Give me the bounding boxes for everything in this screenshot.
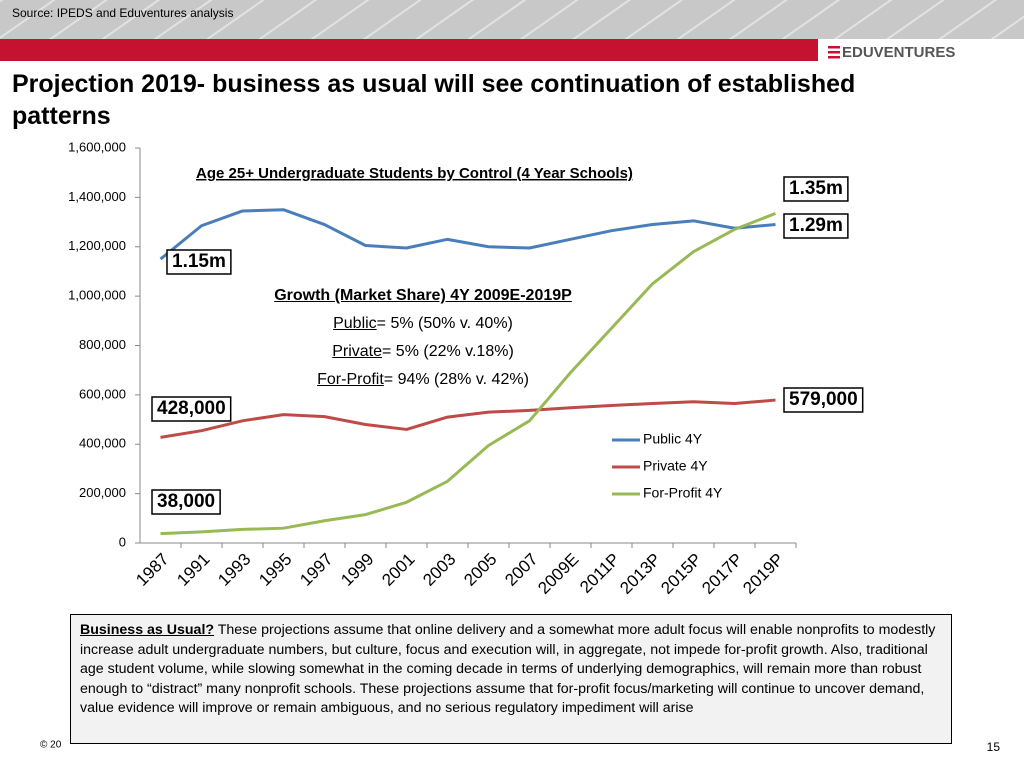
callout-box <box>783 387 864 413</box>
y-tick-label: 0 <box>119 534 126 549</box>
page-number: 15 <box>987 740 1001 754</box>
growth-box: Growth (Market Share) 4Y 2009E-2019P Pub… <box>210 282 636 394</box>
logo-icon <box>828 46 840 59</box>
callout-box <box>783 213 849 239</box>
logo-bg <box>818 39 1024 66</box>
growth-text: = 94% (28% v. 42%) <box>383 371 529 388</box>
y-tick-label: 1,200,000 <box>68 238 126 253</box>
callout-label: 38,000 <box>157 491 215 512</box>
source: Source: IPEDS and Eduventures analysis <box>12 6 233 20</box>
legend-label: Public 4Y <box>643 431 703 447</box>
callout-box <box>151 489 221 515</box>
y-tick-label: 800,000 <box>79 337 126 352</box>
y-tick-label: 1,000,000 <box>68 288 126 303</box>
growth-text: = 5% (22% v.18%) <box>382 343 514 360</box>
x-tick-label: 1995 <box>255 550 295 590</box>
growth-row: Public= 5% (50% v. 40%) <box>210 310 636 338</box>
x-tick-label: 2017P <box>698 550 746 598</box>
legend-label: Private 4Y <box>643 458 708 474</box>
note-heading: Business as Usual? <box>80 622 215 638</box>
x-tick-label: 1987 <box>132 550 172 590</box>
y-tick-label: 1,600,000 <box>68 139 126 154</box>
y-tick-label: 600,000 <box>79 386 126 401</box>
callout-label: 1.29m <box>789 215 843 236</box>
x-tick-label: 2015P <box>657 550 705 598</box>
x-tick-label: 1991 <box>173 550 213 590</box>
header-stripe <box>0 39 1024 61</box>
header-band <box>0 0 1024 39</box>
note-text: These projections assume that online del… <box>80 622 936 716</box>
slide-title: Projection 2019- business as usual will … <box>12 70 856 130</box>
series-line <box>160 398 776 439</box>
x-tick-label: 2001 <box>378 550 418 590</box>
x-tick-label: 1997 <box>296 550 336 590</box>
x-tick-label: 1993 <box>214 550 254 590</box>
callout-box <box>151 396 232 422</box>
series-line <box>159 208 776 261</box>
callout-label: 1.15m <box>172 251 226 272</box>
growth-label: For-Profit <box>317 371 384 388</box>
series-line <box>160 212 777 536</box>
x-tick-label: 2019P <box>739 550 787 598</box>
growth-label: Public <box>333 315 377 332</box>
chart-title: Age 25+ Undergraduate Students by Contro… <box>196 165 633 182</box>
copyright: © 20 <box>40 740 62 751</box>
x-tick-label: 2013P <box>616 550 664 598</box>
callout-label: 428,000 <box>157 398 226 419</box>
callout-label: 579,000 <box>789 389 858 410</box>
x-tick-label: 2005 <box>460 550 500 590</box>
y-tick-label: 200,000 <box>79 485 126 500</box>
x-tick-label: 1999 <box>337 550 377 590</box>
x-tick-label: 2011P <box>576 550 623 597</box>
growth-label: Private <box>332 343 383 360</box>
callout-box <box>166 249 232 275</box>
y-tick-label: 400,000 <box>79 436 126 451</box>
legend-label: For-Profit 4Y <box>643 485 723 501</box>
growth-row: For-Profit= 94% (28% v. 42%) <box>210 366 636 394</box>
callout-box <box>783 176 849 202</box>
growth-text: = 5% (50% v. 40%) <box>376 315 513 332</box>
logo: EDUVENTURES <box>842 44 955 61</box>
x-tick-label: 2009E <box>534 550 582 598</box>
growth-row: Private= 5% (22% v.18%) <box>210 338 636 366</box>
note-box: Business as Usual? These projections ass… <box>70 614 952 744</box>
x-tick-label: 2003 <box>419 550 459 590</box>
y-tick-label: 1,400,000 <box>68 189 126 204</box>
growth-heading: Growth (Market Share) 4Y 2009E-2019P <box>274 287 572 304</box>
callout-label: 1.35m <box>789 178 843 199</box>
